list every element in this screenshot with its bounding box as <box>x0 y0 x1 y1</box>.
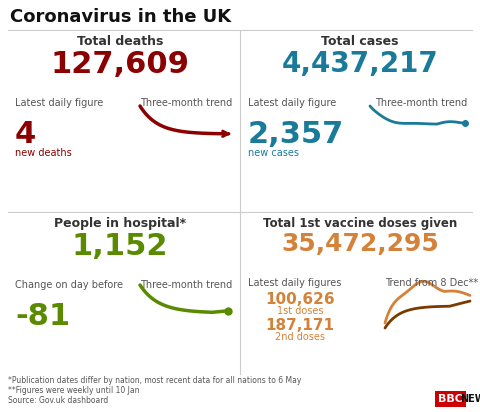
Text: 2,357: 2,357 <box>248 120 344 149</box>
Text: Latest daily figure: Latest daily figure <box>248 98 336 108</box>
Text: Total 1st vaccine doses given: Total 1st vaccine doses given <box>263 217 457 230</box>
Text: Latest daily figure: Latest daily figure <box>15 98 103 108</box>
Text: new cases: new cases <box>248 148 299 158</box>
Text: Coronavirus in the UK: Coronavirus in the UK <box>10 8 231 26</box>
Text: -81: -81 <box>15 302 70 331</box>
Text: 1st doses: 1st doses <box>277 306 323 316</box>
Text: Trend from 8 Dec**: Trend from 8 Dec** <box>385 278 478 288</box>
Text: 4,437,217: 4,437,217 <box>282 50 438 78</box>
Text: 1,152: 1,152 <box>72 232 168 261</box>
Text: new deaths: new deaths <box>15 148 72 158</box>
Text: 2nd doses: 2nd doses <box>275 332 325 342</box>
Text: 100,626: 100,626 <box>265 292 335 307</box>
Text: BBC: BBC <box>438 394 463 404</box>
Text: Total deaths: Total deaths <box>77 35 163 48</box>
Text: Three-month trend: Three-month trend <box>375 98 467 108</box>
Text: 4: 4 <box>15 120 36 149</box>
Text: Three-month trend: Three-month trend <box>140 280 232 290</box>
Text: Latest daily figures: Latest daily figures <box>248 278 341 288</box>
Text: Three-month trend: Three-month trend <box>140 98 232 108</box>
Text: 187,171: 187,171 <box>265 318 335 333</box>
Text: People in hospital*: People in hospital* <box>54 217 186 230</box>
Text: **Figures were weekly until 10 Jan: **Figures were weekly until 10 Jan <box>8 386 140 395</box>
Text: NEWS: NEWS <box>460 394 480 404</box>
Text: Source: Gov.uk dashboard: Source: Gov.uk dashboard <box>8 396 108 405</box>
Text: *Publication dates differ by nation, most recent data for all nations to 6 May: *Publication dates differ by nation, mos… <box>8 376 301 385</box>
Text: 35,472,295: 35,472,295 <box>281 232 439 256</box>
Text: 127,609: 127,609 <box>50 50 190 79</box>
Text: Total cases: Total cases <box>321 35 399 48</box>
Text: Change on day before: Change on day before <box>15 280 123 290</box>
